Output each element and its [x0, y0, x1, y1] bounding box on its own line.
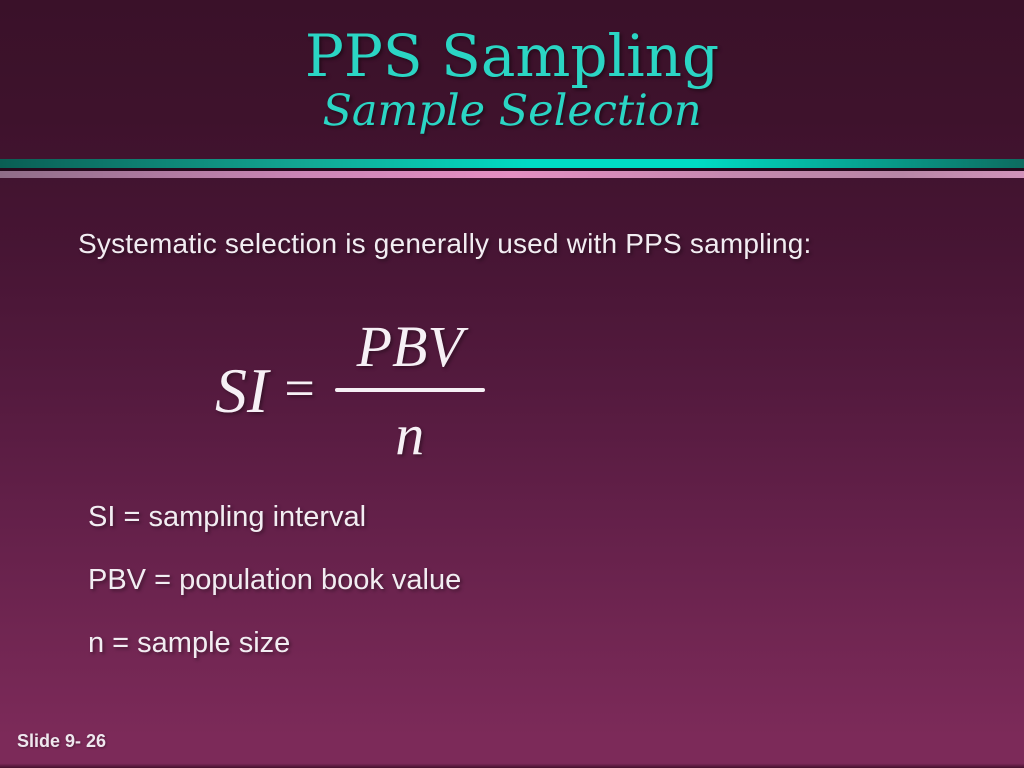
- formula-numerator: PBV: [356, 314, 463, 379]
- formula: SI = PBV n: [215, 318, 485, 464]
- divider-pink-bar: [0, 171, 1024, 178]
- formula-fraction: PBV n: [334, 314, 485, 467]
- slide-title: PPS Sampling: [304, 22, 720, 90]
- divider-teal-bar: [0, 159, 1024, 168]
- definition-n: n = sample size: [88, 627, 291, 659]
- intro-text: Systematic selection is generally used w…: [78, 228, 812, 259]
- slide-subtitle: Sample Selection: [322, 85, 702, 136]
- header-divider: [0, 159, 1024, 178]
- definitions-list: SI = sampling interval PBV = population …: [88, 500, 461, 689]
- fraction-bar: [334, 388, 485, 392]
- formula-denominator: n: [395, 402, 425, 467]
- formula-equals: =: [284, 358, 315, 418]
- definition-si: SI = sampling interval: [88, 501, 367, 533]
- slide-header: PPS Sampling Sample Selection: [0, 24, 1024, 134]
- divider-gap: [0, 168, 1024, 171]
- definition-pbv: PBV = population book value: [88, 564, 462, 596]
- formula-lhs: SI: [215, 355, 269, 426]
- slide-number: Slide 9- 26: [17, 731, 107, 751]
